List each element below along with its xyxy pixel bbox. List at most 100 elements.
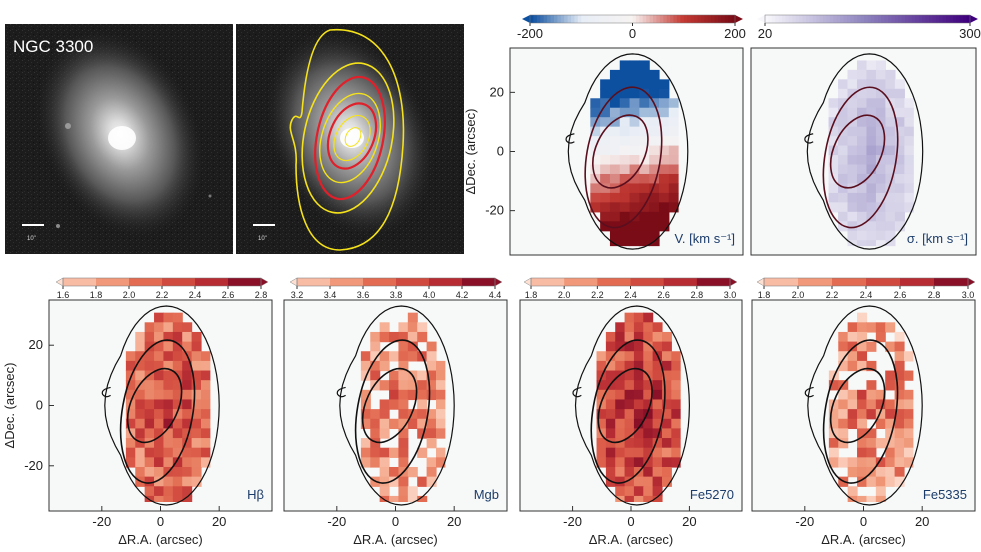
outer-isophote	[101, 386, 111, 398]
outer-isophote	[574, 305, 691, 506]
panel-label: Fe5335	[923, 487, 967, 502]
colorbar-tick-label: 2.6	[657, 290, 670, 300]
map-panel-sigma: σ. [km s⁻¹] 20 300	[750, 14, 981, 256]
colorbar-tick-label: 2.4	[189, 290, 202, 300]
colorbar-tick-label: 3.2	[291, 290, 304, 300]
colorbar-tick-label: 300	[959, 26, 981, 41]
y-tick-label: -20	[485, 203, 504, 218]
galaxy-name-label: NGC 3300	[13, 37, 93, 56]
ellipse-contour	[592, 114, 649, 189]
outer-isophote	[804, 133, 814, 144]
outer-isophote	[806, 53, 924, 250]
ellipse-contour	[822, 339, 899, 484]
x-axis-label: ΔR.A. (arcsec)	[118, 532, 203, 547]
outer-isophote	[567, 53, 689, 250]
colorbar: 20 300	[757, 14, 981, 41]
colorbar-tick-label: 2.2	[591, 290, 604, 300]
ellipse-contour	[829, 367, 886, 444]
map-pixels	[360, 312, 446, 502]
ellipse-contour	[119, 339, 196, 484]
y-tick-label: 0	[36, 398, 43, 413]
map-panel-mgb: Mgb -20 0 20 ΔR.A. (arcsec) 3.2 3.4 3.6 3.8 4.0 4.…	[283, 277, 508, 547]
scale-bar-label: 10"	[258, 236, 267, 242]
x-tick-label: 20	[212, 514, 226, 529]
colorbar-tick-label: 2.8	[691, 290, 704, 300]
x-tick-label: -20	[795, 514, 814, 529]
colorbar: 1.8 2.0 2.2 2.4 2.6 2.8 3.0	[756, 277, 976, 300]
axes-frame	[750, 47, 977, 256]
outer-isophote	[572, 386, 582, 398]
map-panel-fe5270: Fe5270 -20 0 20 ΔR.A. (arcsec) 1.8 2.0 2.2 2.4 2.…	[519, 277, 743, 547]
colorbar-tick-label: 4.2	[456, 290, 469, 300]
map-pixels	[590, 60, 679, 247]
ellipse-contour	[584, 86, 663, 229]
colorbar-tick-label: 2.4	[624, 290, 637, 300]
panel-label: σ. [km s⁻¹]	[907, 231, 968, 246]
colorbar-tick-label: 3.6	[357, 290, 370, 300]
y-axis-label: ΔDec. (arcsec)	[463, 109, 478, 195]
colorbar: 1.8 2.0 2.2 2.4 2.6 2.8 3.0	[523, 277, 738, 300]
x-tick-label: -20	[563, 514, 582, 529]
x-tick-label: -20	[327, 514, 346, 529]
colorbar: -200 0 200	[517, 14, 746, 41]
outer-isophote	[336, 386, 346, 398]
panel-label: Hβ	[247, 487, 264, 502]
ellipse-contour	[822, 86, 899, 229]
colorbar-tick-label: 0	[629, 26, 636, 41]
x-tick-label: 20	[447, 514, 461, 529]
colorbar-tick-label: 2.8	[255, 290, 268, 300]
colorbar-tick-label: 4.0	[423, 290, 436, 300]
colorbar-tick-label: 2.0	[792, 290, 805, 300]
ellipse-contour	[361, 367, 418, 444]
galaxy-contour-panel: 10"	[236, 24, 464, 254]
x-tick-label: 20	[915, 514, 929, 529]
outer-isophote	[804, 386, 814, 398]
colorbar-tick-label: 1.8	[90, 290, 103, 300]
panel-label: Fe5270	[690, 487, 734, 502]
ellipse-contour	[354, 339, 431, 484]
outer-isophote	[104, 305, 220, 506]
colorbar-tick-label: -200	[517, 26, 543, 41]
x-tick-label: 0	[392, 514, 399, 529]
scale-bar-label: 10"	[27, 236, 36, 242]
colorbar-tick-label: 3.4	[324, 290, 337, 300]
y-axis-label: ΔDec. (arcsec)	[2, 363, 17, 449]
colorbar-tick-label: 2.0	[558, 290, 571, 300]
map-panel-fe5335: Fe5335 -20 0 20 ΔR.A. (arcsec) 1.8 2.0 2.2 2.4 2.…	[751, 277, 976, 547]
colorbar-tick-label: 2.8	[928, 290, 941, 300]
x-tick-label: -20	[92, 514, 111, 529]
colorbar-tick-label: 3.0	[962, 290, 975, 300]
galaxy-image-panel: NGC 3300 10"	[5, 24, 233, 254]
map-panel-hbeta: Hβ -20 0 20 ΔR.A. (arcsec) 20 0 -20 ΔDec. (arcse…	[2, 277, 273, 547]
y-tick-label: -20	[24, 458, 43, 473]
map-pixels	[125, 312, 211, 502]
outer-isophote	[339, 305, 455, 506]
x-axis-label: ΔR.A. (arcsec)	[589, 532, 674, 547]
colorbar-tick-label: 1.8	[525, 290, 538, 300]
map-pixels	[828, 60, 914, 247]
y-tick-label: 0	[497, 144, 504, 159]
colorbar-tick-label: 20	[758, 26, 772, 41]
ellipse-contour	[829, 114, 886, 189]
colorbar-tick-label: 4.4	[489, 290, 502, 300]
x-tick-label: 0	[860, 514, 867, 529]
outer-isophote	[807, 305, 923, 506]
colorbar-tick-label: 3.8	[390, 290, 403, 300]
colorbar: 1.6 1.8 2.0 2.2 2.4 2.6 2.8	[55, 277, 269, 300]
ellipse-contour	[597, 367, 653, 444]
ellipse-contour	[590, 339, 666, 484]
panel-label: V. [km s⁻¹]	[674, 231, 735, 246]
x-axis-label: ΔR.A. (arcsec)	[353, 532, 438, 547]
y-tick-label: 20	[490, 84, 504, 99]
map-pixels	[596, 312, 681, 502]
outer-isophote	[565, 133, 575, 144]
colorbar-tick-label: 2.6	[894, 290, 907, 300]
panel-label: Mgb	[474, 487, 499, 502]
colorbar-tick-label: 1.6	[57, 290, 70, 300]
x-tick-label: 0	[627, 514, 634, 529]
colorbar-tick-label: 2.2	[826, 290, 839, 300]
colorbar-tick-label: 2.6	[222, 290, 235, 300]
colorbar-tick-label: 1.8	[758, 290, 771, 300]
